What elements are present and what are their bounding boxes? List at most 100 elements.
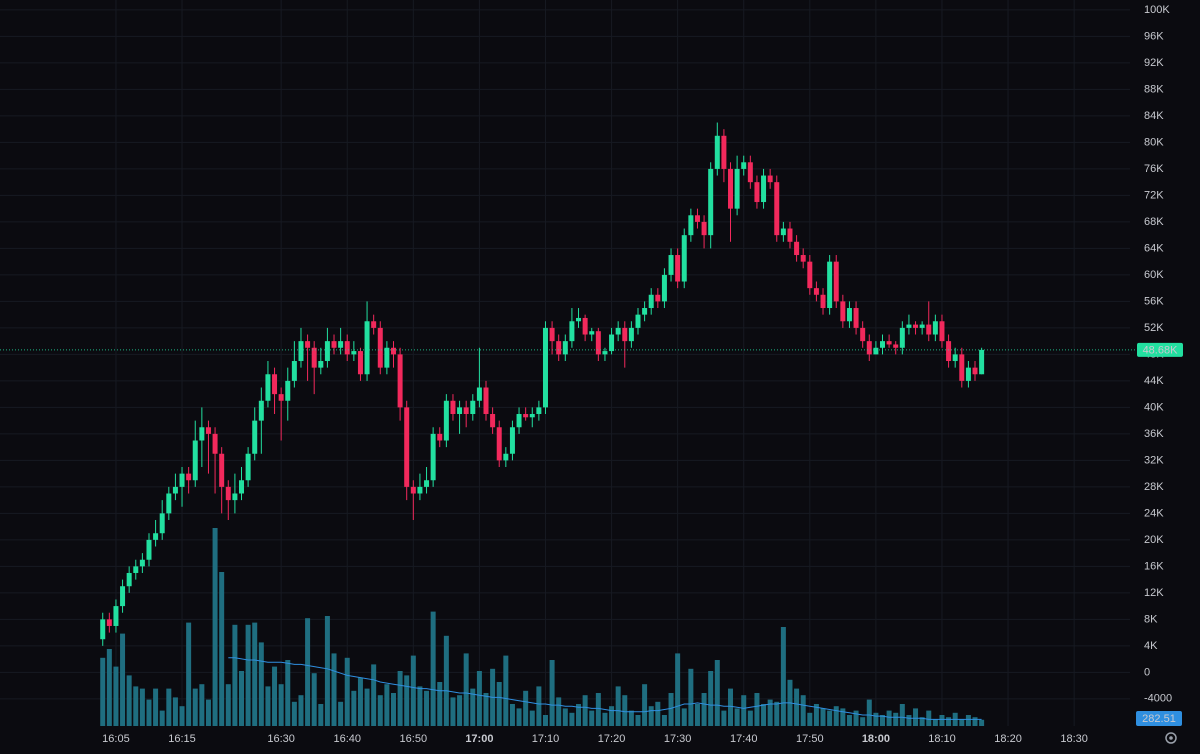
candle-body — [661, 274, 667, 302]
volume-bar — [642, 684, 648, 726]
volume-bar — [153, 688, 159, 726]
candle-body — [965, 367, 971, 381]
x-tick-label: 17:30 — [664, 733, 692, 745]
volume-bar — [305, 618, 311, 726]
candle-body — [694, 215, 700, 222]
candle-body — [648, 294, 654, 309]
volume-bar — [377, 695, 383, 726]
y-tick-label: 92K — [1144, 57, 1164, 69]
candle-body — [199, 427, 205, 441]
candle-body — [972, 367, 978, 375]
y-tick-label: 12K — [1144, 587, 1164, 599]
volume-bar — [668, 693, 674, 726]
candle-body — [595, 331, 601, 355]
volume-bar — [120, 633, 126, 726]
candle-body — [133, 566, 139, 573]
candle-body — [913, 324, 919, 328]
candles — [100, 122, 985, 646]
candle-body — [893, 344, 899, 348]
volume-bar — [166, 688, 172, 726]
candle-body — [225, 486, 231, 501]
price-label-box — [1137, 342, 1183, 357]
candle-body — [265, 374, 271, 401]
candle-body — [899, 327, 905, 348]
candle-body — [166, 493, 172, 514]
volume-bar — [549, 660, 555, 726]
candle-body — [635, 314, 641, 328]
volume-bar — [324, 616, 330, 726]
x-tick-label: 17:20 — [598, 733, 626, 745]
volume-bar — [913, 708, 919, 726]
y-tick-label: 76K — [1144, 163, 1164, 175]
volume-bar — [100, 657, 106, 726]
volume-bar — [741, 695, 747, 726]
settings-button[interactable] — [1165, 732, 1177, 744]
volume-bar — [979, 719, 985, 726]
candle-body — [106, 619, 112, 626]
candle-body — [153, 533, 159, 540]
y-tick-label: 84K — [1144, 110, 1164, 122]
volume-bar — [450, 697, 456, 726]
y-tick-label: 96K — [1144, 30, 1164, 42]
y-tick-label: 64K — [1144, 242, 1164, 254]
candle-body — [794, 241, 800, 256]
volume-bar — [384, 684, 390, 726]
candle-body — [886, 341, 892, 345]
x-tick-label: 16:05 — [102, 733, 130, 745]
volume-bar — [734, 708, 740, 726]
y-tick-label: 56K — [1144, 295, 1164, 307]
candle-body — [450, 400, 456, 415]
volume-bar — [159, 710, 165, 726]
volume-bar — [331, 653, 337, 726]
candle-body — [688, 215, 694, 236]
x-tick-label: 18:10 — [928, 733, 956, 745]
y-tick-label: 72K — [1144, 189, 1164, 201]
candle-body — [946, 341, 952, 362]
candle-body — [813, 288, 819, 295]
candle-body — [873, 347, 879, 355]
volume-bar — [371, 664, 377, 726]
volume-bar — [285, 660, 291, 726]
volume-bar — [536, 686, 542, 726]
candle-body — [139, 559, 145, 567]
volume-bar — [886, 710, 892, 726]
volume-bar — [708, 671, 714, 726]
candle-body — [311, 347, 317, 368]
volume-bar — [463, 653, 469, 726]
volume-bar — [939, 715, 945, 726]
volume-bar — [622, 695, 628, 726]
candle-body — [463, 407, 469, 415]
volume-bar — [245, 624, 251, 726]
candle-body — [807, 261, 813, 289]
candle-body — [457, 407, 463, 415]
candle-body — [390, 347, 396, 355]
volume-bar — [853, 710, 859, 726]
candle-body — [179, 473, 185, 487]
candle-body — [741, 162, 747, 169]
candle-body — [827, 261, 833, 309]
volume-bar — [893, 712, 899, 726]
candle-body — [509, 427, 515, 454]
volume-bar — [569, 712, 575, 726]
candle-body — [239, 480, 245, 494]
volume-bar — [172, 697, 178, 726]
y-tick-label: 52K — [1144, 322, 1164, 334]
y-tick-label: 88K — [1144, 83, 1164, 95]
volume-bar — [899, 704, 905, 726]
candle-body — [212, 433, 218, 454]
volume-bar — [562, 708, 568, 726]
volume-bar — [529, 710, 535, 726]
candle-body — [384, 347, 390, 368]
volume-bar — [443, 635, 449, 726]
candle-body — [410, 486, 416, 494]
candle-body — [542, 327, 548, 408]
y-tick-label: 36K — [1144, 428, 1164, 440]
candle-body — [562, 341, 568, 355]
candle-body — [272, 374, 278, 395]
candle-body — [192, 440, 198, 481]
candle-body — [549, 327, 555, 342]
candle-body — [120, 586, 126, 607]
volume-bar — [476, 671, 482, 726]
x-tick-label: 17:40 — [730, 733, 758, 745]
volume-bar — [595, 693, 601, 726]
